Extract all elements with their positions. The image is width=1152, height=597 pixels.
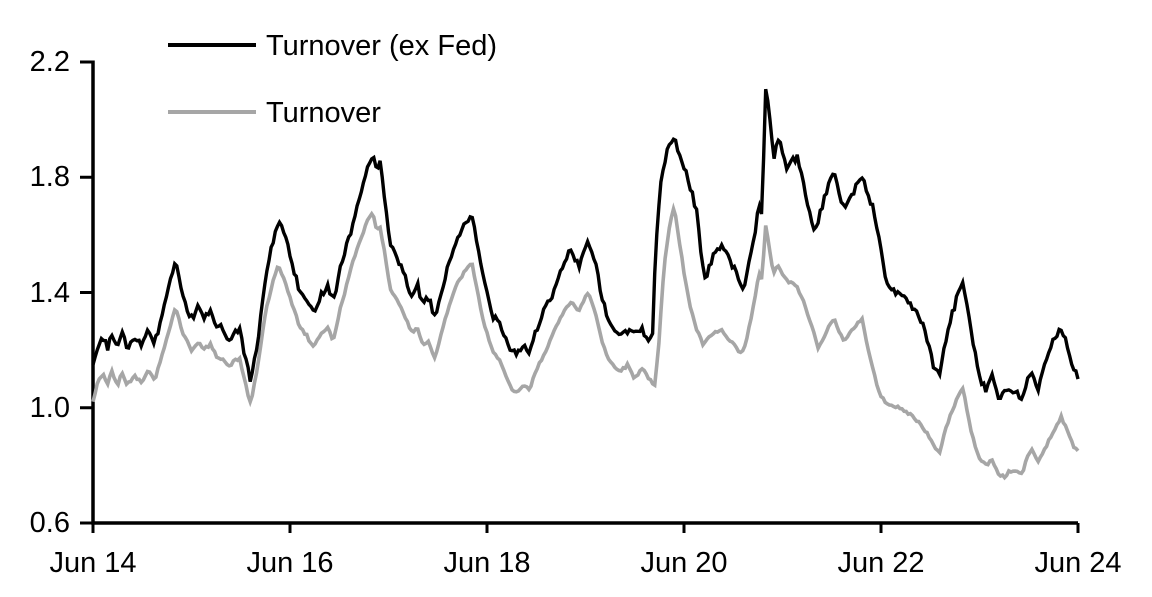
x-axis-tick-label: Jun 20 (640, 547, 728, 579)
x-axis-tick-label: Jun 16 (246, 547, 334, 579)
y-axis-tick-label: 2.2 (29, 46, 70, 78)
legend-line-swatch-black (168, 43, 256, 47)
x-axis-tick-label: Jun 22 (837, 547, 925, 579)
legend-item-label: Turnover (266, 97, 381, 129)
x-axis-tick-label: Jun 14 (49, 547, 137, 579)
legend-item-label: Turnover (ex Fed) (266, 30, 497, 62)
x-axis-tick-label: Jun 18 (443, 547, 531, 579)
y-axis-tick-label: 1.0 (29, 391, 70, 424)
legend-line-swatch-gray (168, 110, 256, 114)
y-axis-tick-label: 0.6 (29, 507, 70, 539)
y-axis-tick-label: 1.4 (29, 276, 70, 309)
chart-legend: Turnover (ex Fed) Turnover (0, 0, 1152, 140)
y-axis-tick-label: 1.8 (29, 161, 70, 194)
x-axis-tick-label: Jun 24 (1034, 547, 1122, 579)
